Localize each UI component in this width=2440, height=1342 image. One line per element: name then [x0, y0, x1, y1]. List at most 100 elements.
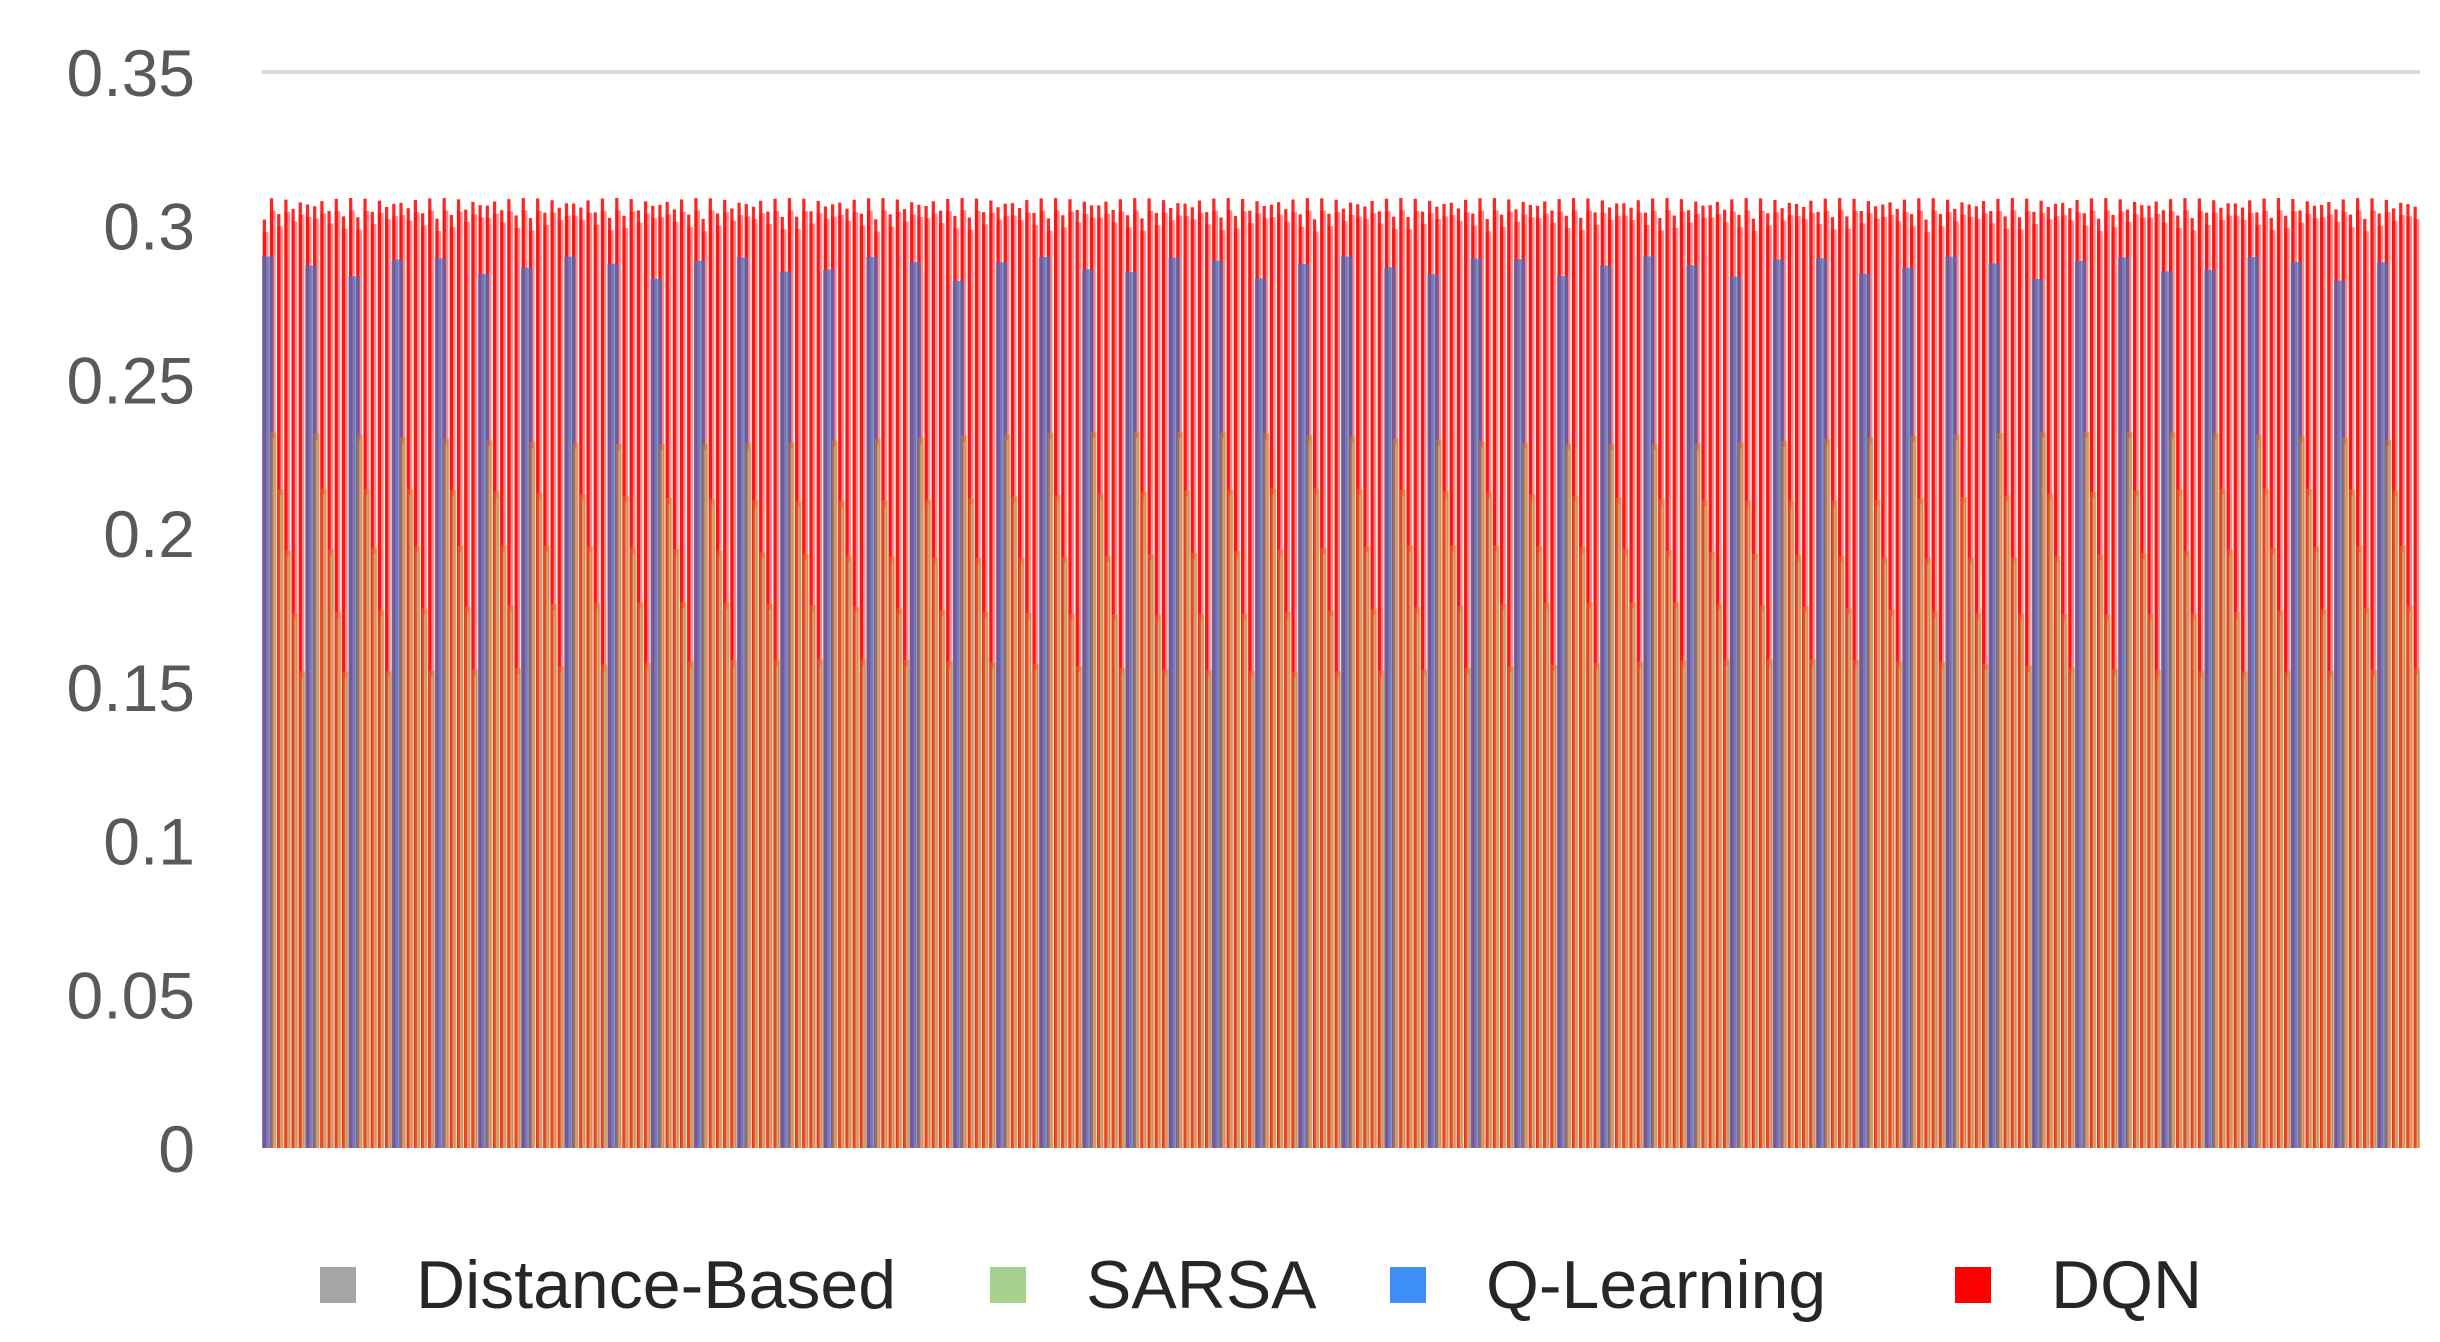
- sarsa-bar-edge: [711, 505, 714, 1148]
- sarsa-bar-edge: [1668, 556, 1671, 1148]
- sarsa-bar-edge: [330, 555, 333, 1148]
- sarsa-bar-edge: [1358, 495, 1361, 1148]
- q-learning-bar: [2376, 262, 2389, 1149]
- y-tick-label: 0.25: [67, 343, 195, 417]
- sarsa-bar-edge: [467, 612, 469, 1148]
- sarsa-bar-edge: [1833, 506, 1836, 1148]
- q-learning-bar: [564, 256, 576, 1149]
- sarsa-bar-edge: [1581, 553, 1584, 1148]
- sarsa-bar-edge: [855, 612, 858, 1148]
- sarsa-bar-edge: [1804, 612, 1807, 1148]
- sarsa-bar-edge: [1035, 670, 1038, 1148]
- sarsa-bar-edge: [1502, 610, 1505, 1148]
- sarsa-bar-edge: [1064, 563, 1066, 1148]
- q-learning-bar: [2333, 280, 2346, 1149]
- sarsa-bar-edge: [2214, 439, 2217, 1149]
- sarsa-bar-edge: [582, 500, 584, 1148]
- sarsa-bar-edge: [675, 555, 678, 1148]
- sarsa-bar-edge: [992, 668, 994, 1148]
- sarsa-bar-edge: [1876, 505, 1879, 1149]
- q-learning-bar: [2074, 260, 2087, 1149]
- sarsa-bar-edge: [2394, 496, 2397, 1148]
- sarsa-bar-edge: [2409, 611, 2412, 1148]
- sarsa-bar-edge: [1898, 667, 1901, 1148]
- sarsa-bars: [270, 431, 2420, 1149]
- q-learning-bar: [952, 280, 965, 1148]
- sarsa-bar-edge: [279, 495, 282, 1148]
- sarsa-bar-edge: [2387, 445, 2390, 1148]
- sarsa-bar-edge: [373, 553, 376, 1148]
- sarsa-bar-edge: [891, 562, 894, 1148]
- q-learning-bar: [434, 258, 447, 1148]
- sarsa-bar-edge: [495, 497, 498, 1149]
- sarsa-bar-edge: [1114, 620, 1117, 1148]
- sarsa-bar-edge: [2179, 495, 2181, 1148]
- sarsa-bar-edge: [2286, 677, 2289, 1148]
- sarsa-bar-edge: [1740, 448, 1743, 1148]
- sarsa-bar-edge: [848, 561, 851, 1148]
- sarsa-bar-edge: [2322, 615, 2325, 1148]
- q-learning-bar: [2290, 261, 2303, 1148]
- sarsa-bar-edge: [1251, 677, 1253, 1148]
- sarsa-bar-edge: [2157, 676, 2160, 1148]
- sarsa-bar-edge: [2143, 559, 2145, 1148]
- sarsa-bar-edge: [948, 667, 951, 1148]
- q-learning-bar: [477, 273, 490, 1148]
- q-learning-bar: [736, 257, 749, 1148]
- sarsa-bar-edge: [2107, 620, 2109, 1148]
- sarsa-bar-edge: [1963, 503, 1966, 1148]
- q-learning-bar: [1772, 259, 1785, 1148]
- sarsa-bar-edge: [1330, 616, 1333, 1148]
- y-tick-label: 0.15: [67, 651, 195, 725]
- sarsa-bar-edge: [718, 556, 721, 1148]
- sarsa-bar-edge: [725, 608, 728, 1148]
- sarsa-bar-edge: [761, 558, 764, 1148]
- sarsa-bar-edge: [704, 449, 707, 1148]
- sarsa-bar-edge: [776, 665, 779, 1148]
- sarsa-bar-edge: [2186, 557, 2189, 1148]
- sarsa-bar-edge: [1761, 610, 1764, 1148]
- sarsa-bar-edge: [1078, 672, 1081, 1148]
- sarsa-bar-edge: [920, 443, 922, 1149]
- sarsa-bar-edge: [1229, 495, 1232, 1148]
- sarsa-bar-edge: [1977, 618, 1980, 1148]
- q-learning-bar: [1556, 275, 1569, 1149]
- sarsa-bar-edge: [2200, 677, 2203, 1148]
- sarsa-bar-edge: [1445, 497, 1448, 1148]
- sarsa-bar-edge: [1243, 619, 1246, 1148]
- sarsa-bar-edge: [2020, 619, 2023, 1148]
- legend-label-dqn: DQN: [2051, 1247, 2203, 1323]
- sarsa-bar-edge: [517, 674, 520, 1148]
- q-learning-bar: [1125, 271, 1137, 1148]
- sarsa-bar-edge: [2265, 494, 2268, 1149]
- sarsa-bar-edge: [1323, 553, 1325, 1148]
- sarsa-bar-edge: [1416, 613, 1419, 1148]
- sarsa-bar-edge: [431, 676, 433, 1148]
- sarsa-bar-edge: [963, 441, 966, 1148]
- sarsa-bar-edge: [2402, 551, 2404, 1148]
- sarsa-bar-edge: [1107, 561, 1110, 1148]
- sarsa-bar-edge: [2366, 613, 2368, 1148]
- y-tick-label: 0.05: [67, 958, 195, 1032]
- sarsa-bar-edge: [2128, 437, 2131, 1148]
- y-axis-tick-labels: 0 0.05 0.1 0.15 0.2 0.25 0.3 0.35: [67, 36, 195, 1186]
- sarsa-bar-edge: [1697, 449, 1699, 1148]
- legend-item-dqn: DQN: [1955, 1240, 2202, 1330]
- y-tick-label: 0: [158, 1112, 195, 1186]
- sarsa-bar-edge: [452, 496, 455, 1148]
- q-learning-bar: [1945, 256, 1957, 1148]
- sarsa-bar-edge: [898, 614, 901, 1148]
- sarsa-bar-edge: [1287, 618, 1289, 1148]
- sarsa-bar-edge: [1855, 666, 1858, 1148]
- sarsa-bar-edge: [690, 667, 692, 1148]
- q-learning-bars: [262, 256, 2389, 1149]
- legend-item-sarsa: SARSA: [990, 1240, 1317, 1330]
- q-learning-bar: [1297, 263, 1310, 1148]
- legend-swatch-sarsa: [990, 1267, 1026, 1303]
- sarsa-bar-edge: [1222, 438, 1225, 1148]
- sarsa-bar-edge: [884, 506, 887, 1148]
- sarsa-bar-edge: [1769, 665, 1771, 1148]
- q-learning-bar: [1599, 265, 1612, 1148]
- q-learning-bar: [2161, 271, 2173, 1148]
- sarsa-bar-edge: [2330, 677, 2332, 1148]
